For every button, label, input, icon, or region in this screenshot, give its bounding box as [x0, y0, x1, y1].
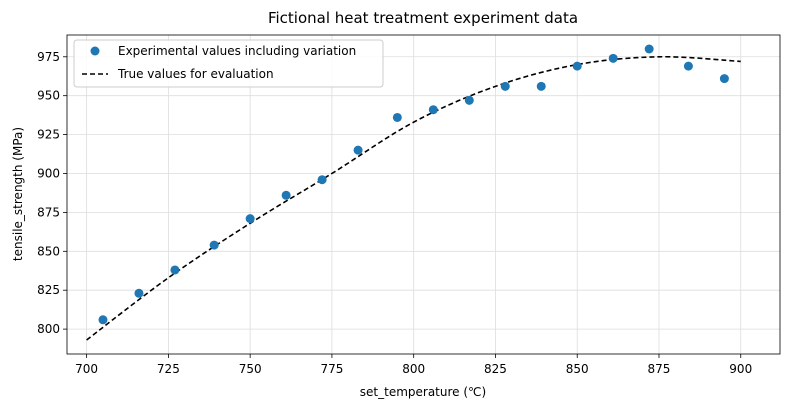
scatter-point [392, 112, 402, 122]
chart-title: Fictional heat treatment experiment data [268, 9, 578, 27]
x-tick-label: 775 [320, 362, 343, 376]
scatter-point [353, 145, 363, 155]
y-tick-label: 850 [37, 244, 60, 258]
scatter-point [317, 175, 327, 185]
scatter-point [134, 288, 144, 298]
scatter-point [98, 315, 108, 325]
y-tick-label: 900 [37, 166, 60, 180]
scatter-point [428, 105, 438, 115]
scatter-point [170, 265, 180, 275]
y-tick-label: 925 [37, 128, 60, 142]
legend-marker-scatter [90, 46, 100, 56]
series-layer [86, 44, 741, 341]
x-tick-label: 900 [729, 362, 752, 376]
y-tick-label: 975 [37, 50, 60, 64]
legend-box [73, 39, 384, 88]
x-tick-label: 850 [566, 362, 589, 376]
scatter-point [500, 81, 510, 91]
x-tick-label: 750 [239, 362, 262, 376]
scatter-point [572, 61, 582, 71]
x-tick-label: 800 [402, 362, 425, 376]
x-ticks: 700 725 750 775 800 825 850 875 900 [75, 354, 752, 376]
y-axis-label: tensile_strength (MPa) [11, 127, 25, 261]
scatter-point [608, 53, 618, 63]
scatter-point [281, 190, 291, 200]
x-tick-label: 875 [648, 362, 671, 376]
y-tick-label: 950 [37, 89, 60, 103]
series-line-true-values [86, 55, 741, 341]
y-tick-label: 800 [37, 322, 60, 336]
scatter-point [464, 95, 474, 105]
y-tick-label: 875 [37, 205, 60, 219]
scatter-point [644, 44, 654, 54]
scatter-point [683, 61, 693, 71]
y-ticks: 800 825 850 875 900 925 950 975 [37, 50, 67, 336]
legend-label-scatter: Experimental values including variation [118, 44, 356, 58]
plot-frame [66, 34, 781, 355]
y-tick-label: 825 [37, 283, 60, 297]
scatter-point [536, 81, 546, 91]
x-tick-label: 700 [75, 362, 98, 376]
grid [67, 35, 780, 354]
legend: Experimental values including variation … [73, 39, 384, 88]
scatter-point [209, 240, 219, 250]
legend-label-line: True values for evaluation [117, 67, 274, 81]
scatter-point [719, 74, 729, 84]
x-tick-label: 825 [484, 362, 507, 376]
x-axis-label: set_temperature (℃) [360, 385, 486, 399]
x-tick-label: 725 [157, 362, 180, 376]
scatter-point [245, 214, 255, 224]
